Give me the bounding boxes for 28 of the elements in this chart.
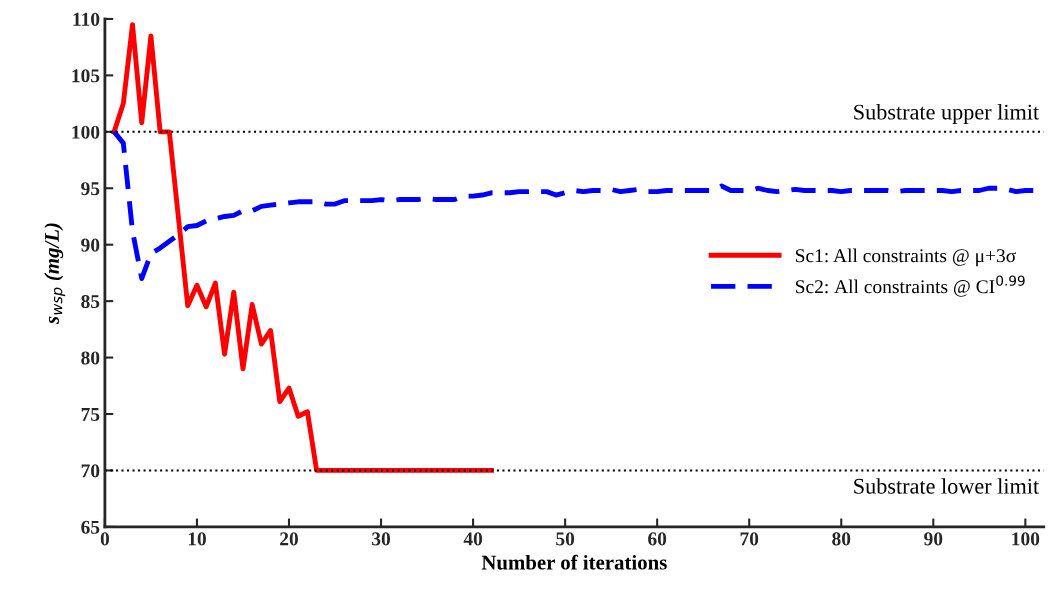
x-tick-label: 30 [372,532,391,546]
y-tick-label: 95 [81,182,100,196]
x-tick-label: 70 [740,532,759,546]
y-tick-label: 75 [81,408,100,421]
x-tick-label: 20 [280,532,298,546]
x-tick-label: 60 [648,532,667,546]
y-tick-label: 110 [73,12,100,26]
x-tick-label: 90 [924,532,943,546]
x-tick-label: 40 [463,532,483,546]
x-axis-title: Number of iterations [481,554,667,570]
legend-label: Sc2: All constraints @ CI$^{0.99}$ [795,275,1025,297]
x-tick-label: 0 [100,532,110,546]
y-tick-label: 90 [81,238,100,252]
x-tick-label: 100 [1012,532,1040,546]
legend-label: Sc1: All constraints @ μ+3σ [795,248,1016,267]
y-tick-label: 85 [81,294,100,309]
ref-line-label: Substrate upper limit [854,103,1040,125]
y-tick-label: 100 [72,125,100,139]
y-tick-label: 80 [81,351,100,365]
x-tick-label: 10 [188,532,206,546]
y-axis-title: s$_{wsp}$ (mg/L) [44,223,66,325]
x-tick-label: 80 [832,532,851,546]
x-tick-label: 50 [556,532,575,546]
line-series [111,22,494,473]
y-tick-label: 105 [72,69,100,83]
y-tick-label: 65 [81,520,100,534]
y-tick-label: 70 [81,464,100,478]
ref-line-label: Substrate lower limit [854,478,1040,494]
